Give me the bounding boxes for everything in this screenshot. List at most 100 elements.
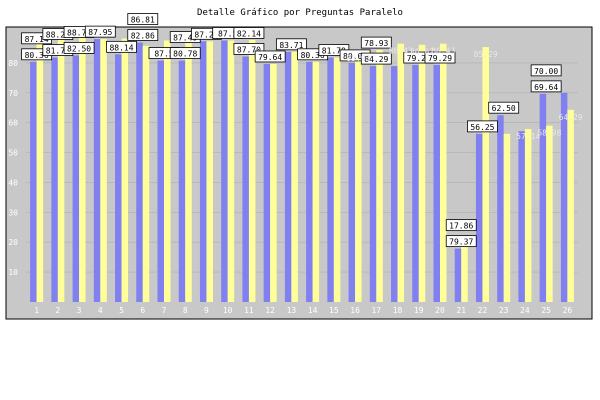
bar-series-2 bbox=[100, 39, 107, 302]
data-label-box bbox=[360, 52, 392, 65]
bar-series-2 bbox=[355, 51, 362, 303]
data-label: 80.00 bbox=[343, 52, 367, 61]
bar-series-1 bbox=[475, 133, 483, 302]
bar-series-2 bbox=[461, 244, 468, 302]
data-label-box bbox=[530, 64, 562, 77]
bar-series-2 bbox=[121, 38, 129, 303]
bar-series-2 bbox=[482, 47, 489, 302]
bar-series-2 bbox=[227, 40, 235, 302]
bar-series-2 bbox=[312, 61, 320, 302]
data-label: 79.29 bbox=[428, 54, 452, 63]
data-label: 69.64 bbox=[534, 83, 558, 92]
bar-value-label: 58.98 bbox=[537, 129, 561, 138]
data-label-box bbox=[275, 38, 307, 51]
x-tick-label: 26 bbox=[563, 306, 573, 315]
bar-series-2 bbox=[206, 41, 213, 302]
bar-series-1 bbox=[433, 65, 440, 302]
bar-series-2 bbox=[418, 44, 426, 302]
bar-series-1 bbox=[51, 57, 58, 303]
bar-series-1 bbox=[539, 93, 547, 302]
data-label-box bbox=[360, 36, 392, 49]
bar-series-1 bbox=[263, 63, 271, 302]
bar-series-2 bbox=[57, 38, 65, 303]
data-label-box bbox=[169, 47, 201, 59]
bar-value-label: 83.93 bbox=[346, 54, 370, 63]
data-label-box bbox=[254, 50, 286, 63]
x-tick-label: 23 bbox=[499, 306, 509, 315]
bar-series-1 bbox=[30, 61, 37, 302]
x-tick-label: 6 bbox=[140, 306, 145, 315]
data-label-box bbox=[445, 235, 477, 248]
bar-series-1 bbox=[369, 66, 377, 302]
bar-value-label: 57.14 bbox=[516, 132, 540, 141]
x-tick-label: 8 bbox=[183, 306, 188, 315]
x-tick-label: 20 bbox=[435, 306, 445, 315]
bar-series-2 bbox=[376, 50, 383, 302]
bar-series-2 bbox=[270, 63, 277, 302]
bar-series-2 bbox=[248, 39, 256, 302]
data-label: 78.93 bbox=[364, 39, 388, 48]
x-tick-label: 12 bbox=[265, 306, 275, 315]
bar-series-1 bbox=[136, 42, 143, 303]
data-label: 80.78 bbox=[173, 50, 197, 59]
bar-value-label: 86.43 bbox=[389, 47, 413, 56]
y-tick-label: 40 bbox=[8, 178, 18, 187]
bar-series-2 bbox=[440, 43, 447, 302]
x-tick-label: 19 bbox=[414, 306, 424, 315]
data-label: 86.81 bbox=[131, 16, 155, 25]
x-tick-label: 14 bbox=[308, 306, 318, 315]
bar-series-1 bbox=[348, 62, 356, 303]
y-tick-label: 80 bbox=[8, 59, 18, 68]
bar-series-2 bbox=[164, 40, 171, 302]
data-label: 83.71 bbox=[279, 41, 303, 50]
x-tick-label: 13 bbox=[287, 306, 297, 315]
x-tick-label: 10 bbox=[223, 306, 233, 315]
data-label-box bbox=[84, 25, 116, 38]
bar-series-1 bbox=[157, 60, 164, 302]
data-label-box bbox=[127, 29, 159, 41]
bar-series-1 bbox=[221, 40, 228, 302]
data-label: 62.50 bbox=[492, 104, 516, 113]
data-label: 88.21 bbox=[46, 31, 70, 40]
data-label: 82.86 bbox=[131, 32, 155, 41]
data-label-box bbox=[106, 40, 137, 53]
data-label: 17.86 bbox=[449, 222, 473, 231]
chart-title: Detalle Gráfico por Preguntas Paralelo bbox=[197, 8, 403, 18]
data-label: 80.36 bbox=[301, 51, 325, 60]
x-tick-label: 2 bbox=[55, 306, 60, 315]
x-tick-label: 24 bbox=[520, 306, 530, 315]
bar-series-1 bbox=[412, 65, 419, 302]
bar-series-2 bbox=[291, 51, 298, 302]
data-label: 82.14 bbox=[237, 29, 261, 38]
x-tick-label: 22 bbox=[478, 306, 488, 315]
data-label-box bbox=[530, 80, 562, 93]
bar-series-2 bbox=[503, 133, 511, 302]
data-label: 84.29 bbox=[364, 55, 388, 64]
data-label-box bbox=[233, 43, 265, 55]
data-label: 87.22 bbox=[194, 30, 218, 39]
bar-series-1 bbox=[518, 131, 525, 302]
x-tick-label: 21 bbox=[456, 306, 466, 315]
bar-series-1 bbox=[199, 41, 207, 302]
x-tick-label: 16 bbox=[350, 306, 360, 315]
x-tick-label: 1 bbox=[34, 306, 39, 315]
bar-series-1 bbox=[93, 39, 101, 302]
data-label-box bbox=[63, 42, 95, 54]
bar-series-2 bbox=[185, 40, 192, 303]
x-tick-label: 4 bbox=[98, 306, 103, 315]
data-label-box bbox=[445, 219, 477, 232]
data-label: 70.00 bbox=[534, 67, 558, 76]
data-label: 88.73 bbox=[67, 28, 91, 37]
data-label: 87.14 bbox=[25, 35, 49, 44]
data-label: 82.50 bbox=[67, 44, 91, 53]
bar-series-2 bbox=[524, 129, 532, 302]
data-label: 87.95 bbox=[88, 28, 112, 37]
x-tick-label: 15 bbox=[329, 306, 339, 315]
bar-series-2 bbox=[397, 43, 405, 302]
data-label-box bbox=[233, 27, 265, 39]
data-label: 87.49 bbox=[173, 34, 197, 43]
x-tick-label: 9 bbox=[204, 306, 209, 315]
bar-series-1 bbox=[242, 56, 249, 302]
bar-series-1 bbox=[306, 61, 313, 302]
bar-value-label: 85.29 bbox=[474, 50, 498, 59]
